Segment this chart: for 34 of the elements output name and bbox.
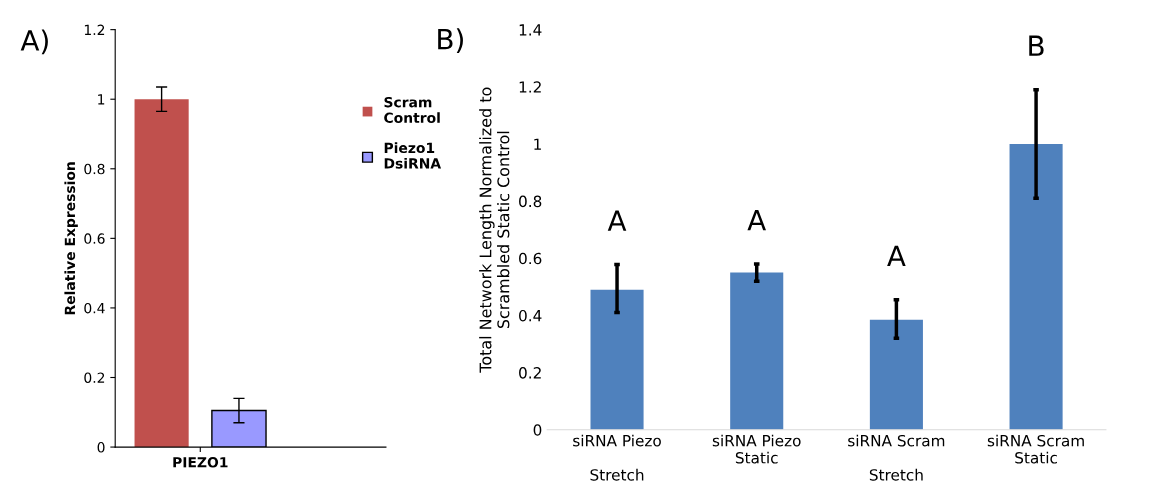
y-tick-label: 0.8 xyxy=(519,195,542,208)
y-tick-label: 1 xyxy=(534,138,541,150)
y-tick-label: 0 xyxy=(97,442,105,453)
y-tick-label: 1.2 xyxy=(84,24,105,35)
bar xyxy=(730,272,784,430)
y-axis-title: Total Network Length Normalized to Scrambled Static Control xyxy=(479,87,510,373)
y-tick-label: 0.8 xyxy=(84,163,105,175)
x-tick-label: PIEZO1 xyxy=(173,457,228,468)
x-tick-label: siRNA Scram Static xyxy=(987,434,1084,464)
chart-title: B) xyxy=(438,28,463,53)
annotation: B xyxy=(1029,35,1044,56)
y-tick-label: 0.4 xyxy=(84,302,105,314)
bar xyxy=(1009,143,1063,430)
annotation: A xyxy=(607,210,627,231)
y-tick-label: 0.4 xyxy=(519,309,542,322)
y-tick-label: 1.2 xyxy=(519,81,541,93)
y-tick-label: 1.4 xyxy=(519,24,542,36)
bar xyxy=(869,319,923,430)
y-tick-label: 0.2 xyxy=(519,367,541,379)
y-axis-title: Relative Expression xyxy=(64,162,78,315)
y-tick-label: 0.2 xyxy=(84,372,105,383)
y-tick-label: 0.6 xyxy=(519,252,542,265)
y-tick-label: 1 xyxy=(98,94,105,105)
bar xyxy=(590,289,644,430)
legend-label: Scram Control xyxy=(384,96,440,123)
chart-title: A) xyxy=(20,29,48,55)
x-tick-label: siRNA Piezo Static xyxy=(712,434,801,464)
y-tick-label: 0.6 xyxy=(84,233,105,244)
category-label: siRNA Scram Stretch xyxy=(848,434,945,481)
category-label: siRNA Piezo Stretch xyxy=(573,434,661,481)
annotation: A xyxy=(887,245,906,266)
annotation: A xyxy=(747,209,766,231)
legend-label: Piezo1 DsiRNA xyxy=(384,142,442,169)
y-tick-label: 0 xyxy=(533,424,542,436)
